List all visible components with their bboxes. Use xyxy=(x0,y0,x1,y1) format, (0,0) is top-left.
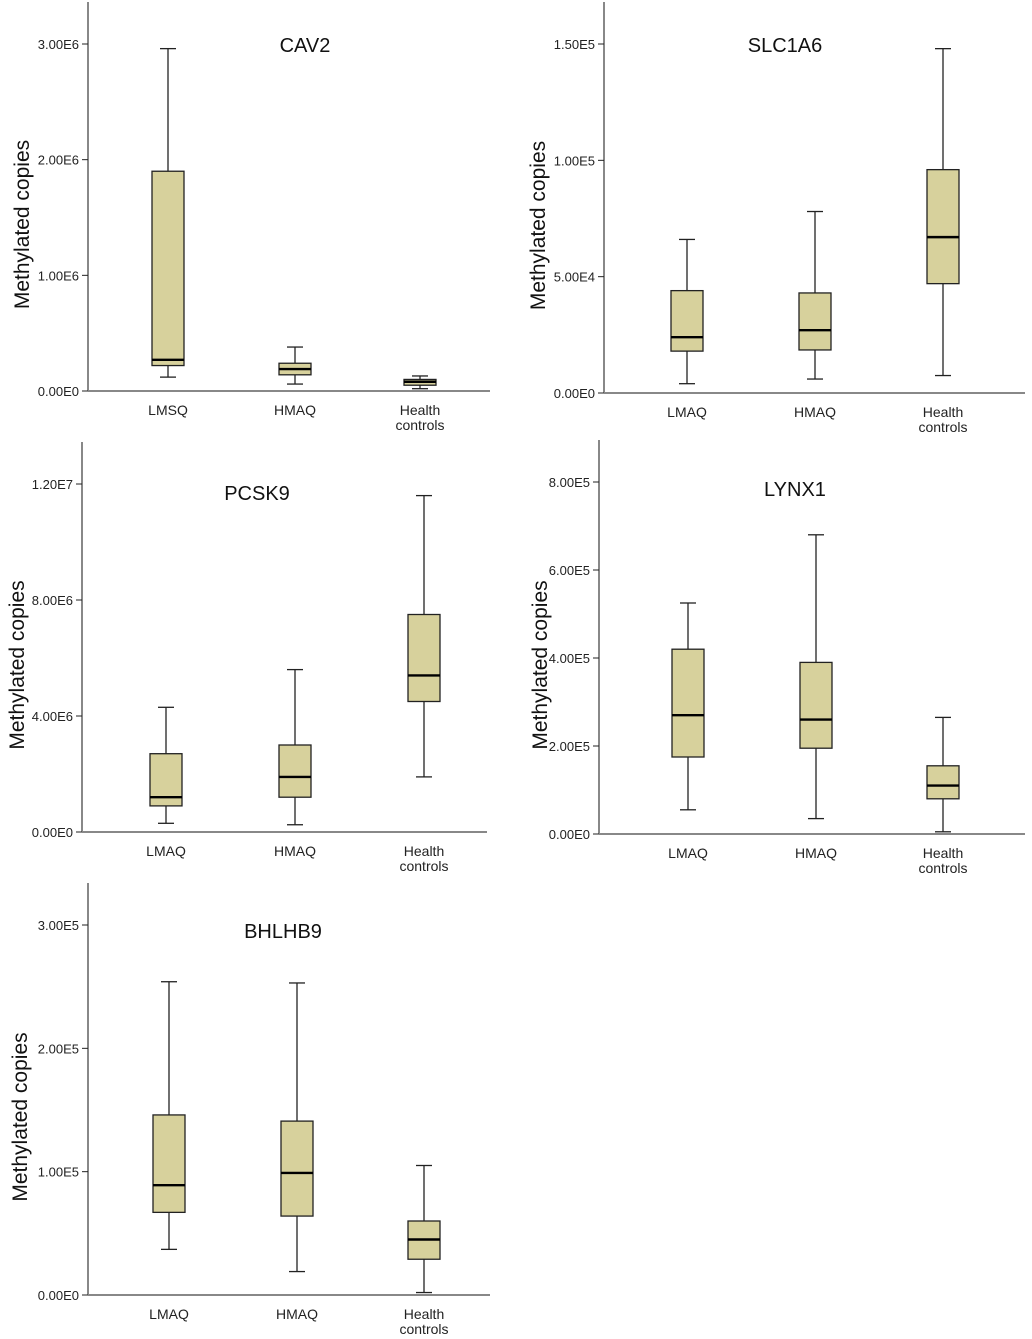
y-axis-label: Methylated copies xyxy=(9,1032,32,1201)
panel-bhlhb9: 0.00E0 1.00E5 2.00E5 3.00E5 BHLHB9 Methylated… xyxy=(9,883,490,1337)
x-category-label: controls xyxy=(399,858,448,874)
iqr-box xyxy=(670,289,704,352)
box-2 xyxy=(280,982,314,1273)
chart-title: PCSK9 xyxy=(224,483,290,505)
x-category-label: Health xyxy=(923,404,963,420)
y-tick-label: 0.00E0 xyxy=(554,386,595,401)
panel-lynx1: 0.00E0 2.00E5 4.00E5 6.00E5 8.00E5 LYNX1 Methy… xyxy=(529,440,1025,876)
x-category-label: LMAQ xyxy=(146,843,186,859)
box-3 xyxy=(926,716,960,833)
y-tick-label: 3.00E6 xyxy=(38,37,79,52)
y-axis-label: Methylated copies xyxy=(527,141,550,310)
y-tick-label: 6.00E5 xyxy=(549,563,590,578)
x-category-label: controls xyxy=(918,419,967,435)
y-tick-label: 3.00E5 xyxy=(38,918,79,933)
panel-cav2: 0.00E0 1.00E6 2.00E6 3.00E6 CAV2 Methylated c… xyxy=(11,2,490,433)
box-2 xyxy=(278,346,312,385)
box-3 xyxy=(407,1164,441,1294)
x-category-label: controls xyxy=(918,860,967,876)
y-tick-label: 1.00E5 xyxy=(38,1165,79,1180)
box-3 xyxy=(407,494,441,778)
y-tick-label: 0.00E0 xyxy=(32,825,73,840)
iqr-box xyxy=(926,765,960,800)
x-category-label: controls xyxy=(399,1321,448,1337)
box-1 xyxy=(670,238,704,385)
iqr-box xyxy=(671,648,705,758)
x-category-label: HMAQ xyxy=(274,402,316,418)
x-category-label: LMAQ xyxy=(667,404,707,420)
chart-title: CAV2 xyxy=(280,35,331,57)
box-3 xyxy=(926,48,960,377)
box-1 xyxy=(671,602,705,811)
box-2 xyxy=(278,668,312,826)
y-tick-label: 1.50E5 xyxy=(554,37,595,52)
iqr-box xyxy=(799,661,833,749)
box-2 xyxy=(799,534,833,820)
iqr-box xyxy=(926,168,960,285)
iqr-box xyxy=(278,744,312,798)
y-tick-label: 0.00E0 xyxy=(549,827,590,842)
y-tick-label: 0.00E0 xyxy=(38,1288,79,1303)
iqr-box xyxy=(798,292,832,351)
y-tick-label: 1.20E7 xyxy=(32,477,73,492)
y-tick-label: 4.00E5 xyxy=(549,651,590,666)
box-3 xyxy=(403,375,437,390)
x-category-label: Health xyxy=(923,845,963,861)
y-tick-label: 2.00E6 xyxy=(38,153,79,168)
x-category-label: Health xyxy=(404,843,444,859)
y-tick-label: 1.00E5 xyxy=(554,153,595,168)
y-tick-label: 2.00E5 xyxy=(38,1041,79,1056)
y-axis-label: Methylated copies xyxy=(529,580,552,749)
x-category-label: HMAQ xyxy=(794,404,836,420)
x-category-label: controls xyxy=(395,417,444,433)
y-tick-label: 2.00E5 xyxy=(549,739,590,754)
chart-title: LYNX1 xyxy=(764,479,826,501)
iqr-box xyxy=(280,1120,314,1217)
x-category-label: HMAQ xyxy=(795,845,837,861)
chart-title: BHLHB9 xyxy=(244,921,322,943)
box-1 xyxy=(149,706,183,824)
panel-slc1a6: 0.00E0 5.00E4 1.00E5 1.50E5 SLC1A6 Methylated… xyxy=(527,2,1025,435)
x-category-label: Health xyxy=(400,402,440,418)
x-category-label: LMAQ xyxy=(668,845,708,861)
y-axis-label: Methylated copies xyxy=(11,140,34,309)
y-tick-label: 1.00E6 xyxy=(38,268,79,283)
x-category-label: HMAQ xyxy=(276,1306,318,1322)
chart-title: SLC1A6 xyxy=(748,35,823,57)
x-category-label: LMSQ xyxy=(148,402,188,418)
y-tick-label: 4.00E6 xyxy=(32,709,73,724)
iqr-box xyxy=(151,170,185,367)
iqr-box xyxy=(407,613,441,703)
y-tick-label: 5.00E4 xyxy=(554,270,595,285)
box-1 xyxy=(152,981,186,1251)
y-tick-label: 8.00E6 xyxy=(32,593,73,608)
y-tick-label: 0.00E0 xyxy=(38,384,79,399)
box-1 xyxy=(151,47,185,378)
box-2 xyxy=(798,210,832,380)
y-axis-label: Methylated copies xyxy=(6,580,29,749)
x-category-label: LMAQ xyxy=(149,1306,189,1322)
panel-pcsk9: 0.00E0 4.00E6 8.00E6 1.20E7 PCSK9 Methylated … xyxy=(6,442,487,874)
y-tick-label: 8.00E5 xyxy=(549,475,590,490)
x-category-label: HMAQ xyxy=(274,843,316,859)
iqr-box xyxy=(152,1114,186,1214)
x-category-label: Health xyxy=(404,1306,444,1322)
